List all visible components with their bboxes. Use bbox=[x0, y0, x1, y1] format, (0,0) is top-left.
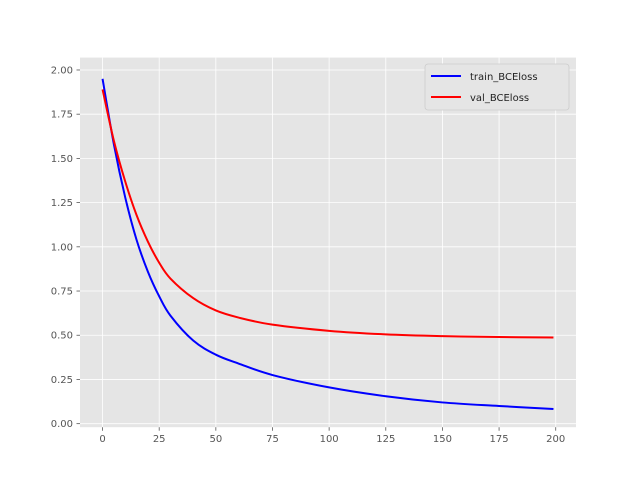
grid-lines bbox=[80, 57, 576, 428]
x-tick-label: 100 bbox=[320, 434, 339, 445]
x-axis-ticks: 0 25 50 75 100 125 150 175 200 bbox=[99, 427, 565, 445]
y-axis-ticks: 0.00 0.25 0.50 0.75 1.00 1.25 1.50 1.75 2.00 bbox=[51, 65, 80, 430]
x-tick-label: 175 bbox=[490, 434, 509, 445]
x-tick-label: 200 bbox=[546, 434, 565, 445]
legend-label-train: train_BCEloss bbox=[470, 72, 538, 83]
x-tick-label: 50 bbox=[209, 434, 222, 445]
y-tick-label: 1.50 bbox=[51, 154, 73, 165]
legend: train_BCEloss val_BCEloss bbox=[424, 63, 570, 111]
y-tick-label: 0.50 bbox=[51, 331, 73, 342]
y-tick-label: 1.25 bbox=[51, 198, 73, 209]
x-tick-label: 150 bbox=[433, 434, 452, 445]
x-tick-label: 25 bbox=[153, 434, 166, 445]
x-tick-label: 125 bbox=[376, 434, 395, 445]
plot-area bbox=[80, 57, 576, 428]
y-tick-label: 1.75 bbox=[51, 110, 73, 121]
y-tick-label: 0.00 bbox=[51, 419, 73, 430]
y-tick-label: 0.25 bbox=[51, 375, 73, 386]
y-tick-label: 2.00 bbox=[51, 65, 73, 76]
y-tick-label: 0.75 bbox=[51, 287, 73, 298]
legend-label-val: val_BCEloss bbox=[470, 93, 529, 104]
x-tick-label: 75 bbox=[266, 434, 279, 445]
series-line-train bbox=[101, 78, 554, 410]
series-lines bbox=[101, 78, 554, 410]
x-tick-label: 0 bbox=[99, 434, 105, 445]
y-tick-label: 1.00 bbox=[51, 242, 73, 253]
series-line-val bbox=[101, 89, 554, 339]
